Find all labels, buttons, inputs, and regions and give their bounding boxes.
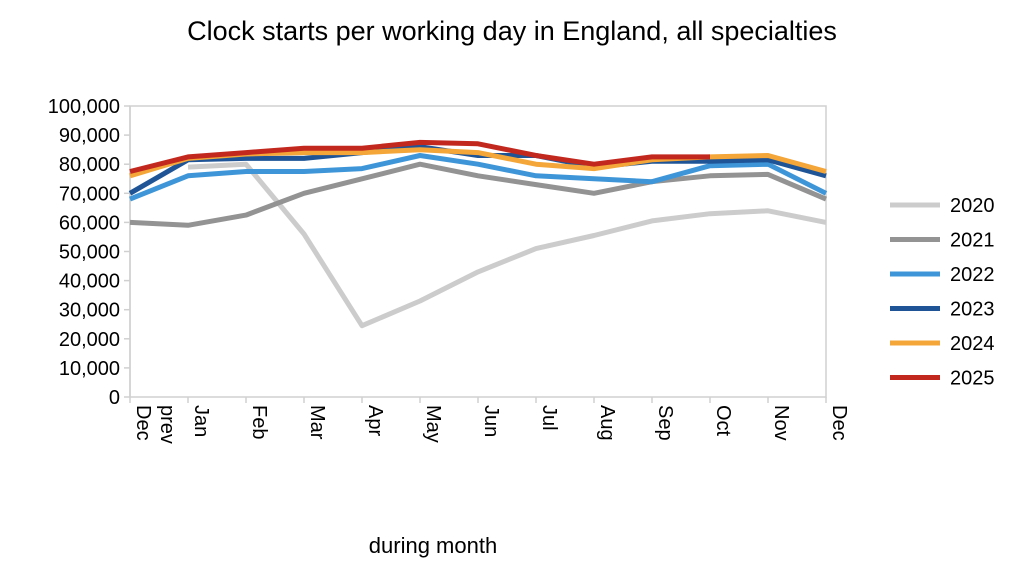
y-tick-label: 100,000 — [48, 96, 120, 118]
y-tick-label: 20,000 — [59, 329, 120, 351]
x-tick-label: prev — [156, 405, 178, 444]
x-tick-label: Jan — [190, 405, 212, 437]
legend-label-2022: 2022 — [950, 264, 995, 286]
y-tick-label: 70,000 — [59, 183, 120, 205]
series-line-2025 — [129, 139, 710, 174]
plot-area — [129, 105, 827, 398]
y-tick-label: 0 — [109, 387, 120, 409]
series-line-2020 — [187, 161, 827, 329]
legend-label-2020: 2020 — [950, 195, 995, 217]
x-tick-label: Nov — [770, 405, 792, 441]
x-tick-label: Sep — [654, 405, 676, 441]
x-tick-label: Mar — [306, 405, 328, 440]
x-tick-label: Dec — [828, 405, 850, 441]
series-line-2023 — [128, 144, 827, 196]
x-axis: Dec prev Jan Feb Mar Apr May Jun Jul Aug Sep Oct Nov… — [129, 397, 850, 444]
x-tick-label: Dec — [132, 405, 154, 441]
x-tick-label: Aug — [596, 405, 618, 441]
y-tick-label: 90,000 — [59, 125, 120, 147]
y-tick-label: 40,000 — [59, 271, 120, 293]
x-tick-label: Jun — [480, 405, 502, 437]
y-tick-label: 60,000 — [59, 212, 120, 234]
y-axis: 0 10,000 20,000 30,000 40,000 50,000 60,000 70,… — [48, 96, 131, 409]
series-line-2021 — [129, 161, 827, 228]
legend-label-2021: 2021 — [950, 230, 995, 252]
legend-label-2025: 2025 — [950, 368, 995, 390]
y-tick-label: 50,000 — [59, 242, 120, 264]
legend: 2020 2021 2022 2023 2024 2025 — [890, 195, 995, 390]
series-line-2022 — [129, 153, 828, 202]
chart-title: Clock starts per working day in England,… — [187, 16, 837, 46]
y-tick-label: 10,000 — [59, 358, 120, 380]
x-axis-label: during month — [369, 533, 497, 558]
series-lines — [128, 139, 828, 329]
x-tick-label: Jul — [538, 405, 560, 431]
x-tick-label: Feb — [248, 405, 270, 439]
x-tick-label: May — [422, 405, 444, 443]
legend-label-2024: 2024 — [950, 333, 995, 355]
x-tick-label: Oct — [712, 405, 734, 437]
legend-label-2023: 2023 — [950, 299, 995, 321]
x-tick-label: Apr — [364, 405, 386, 436]
y-tick-label: 30,000 — [59, 300, 120, 322]
y-tick-label: 80,000 — [59, 154, 120, 176]
